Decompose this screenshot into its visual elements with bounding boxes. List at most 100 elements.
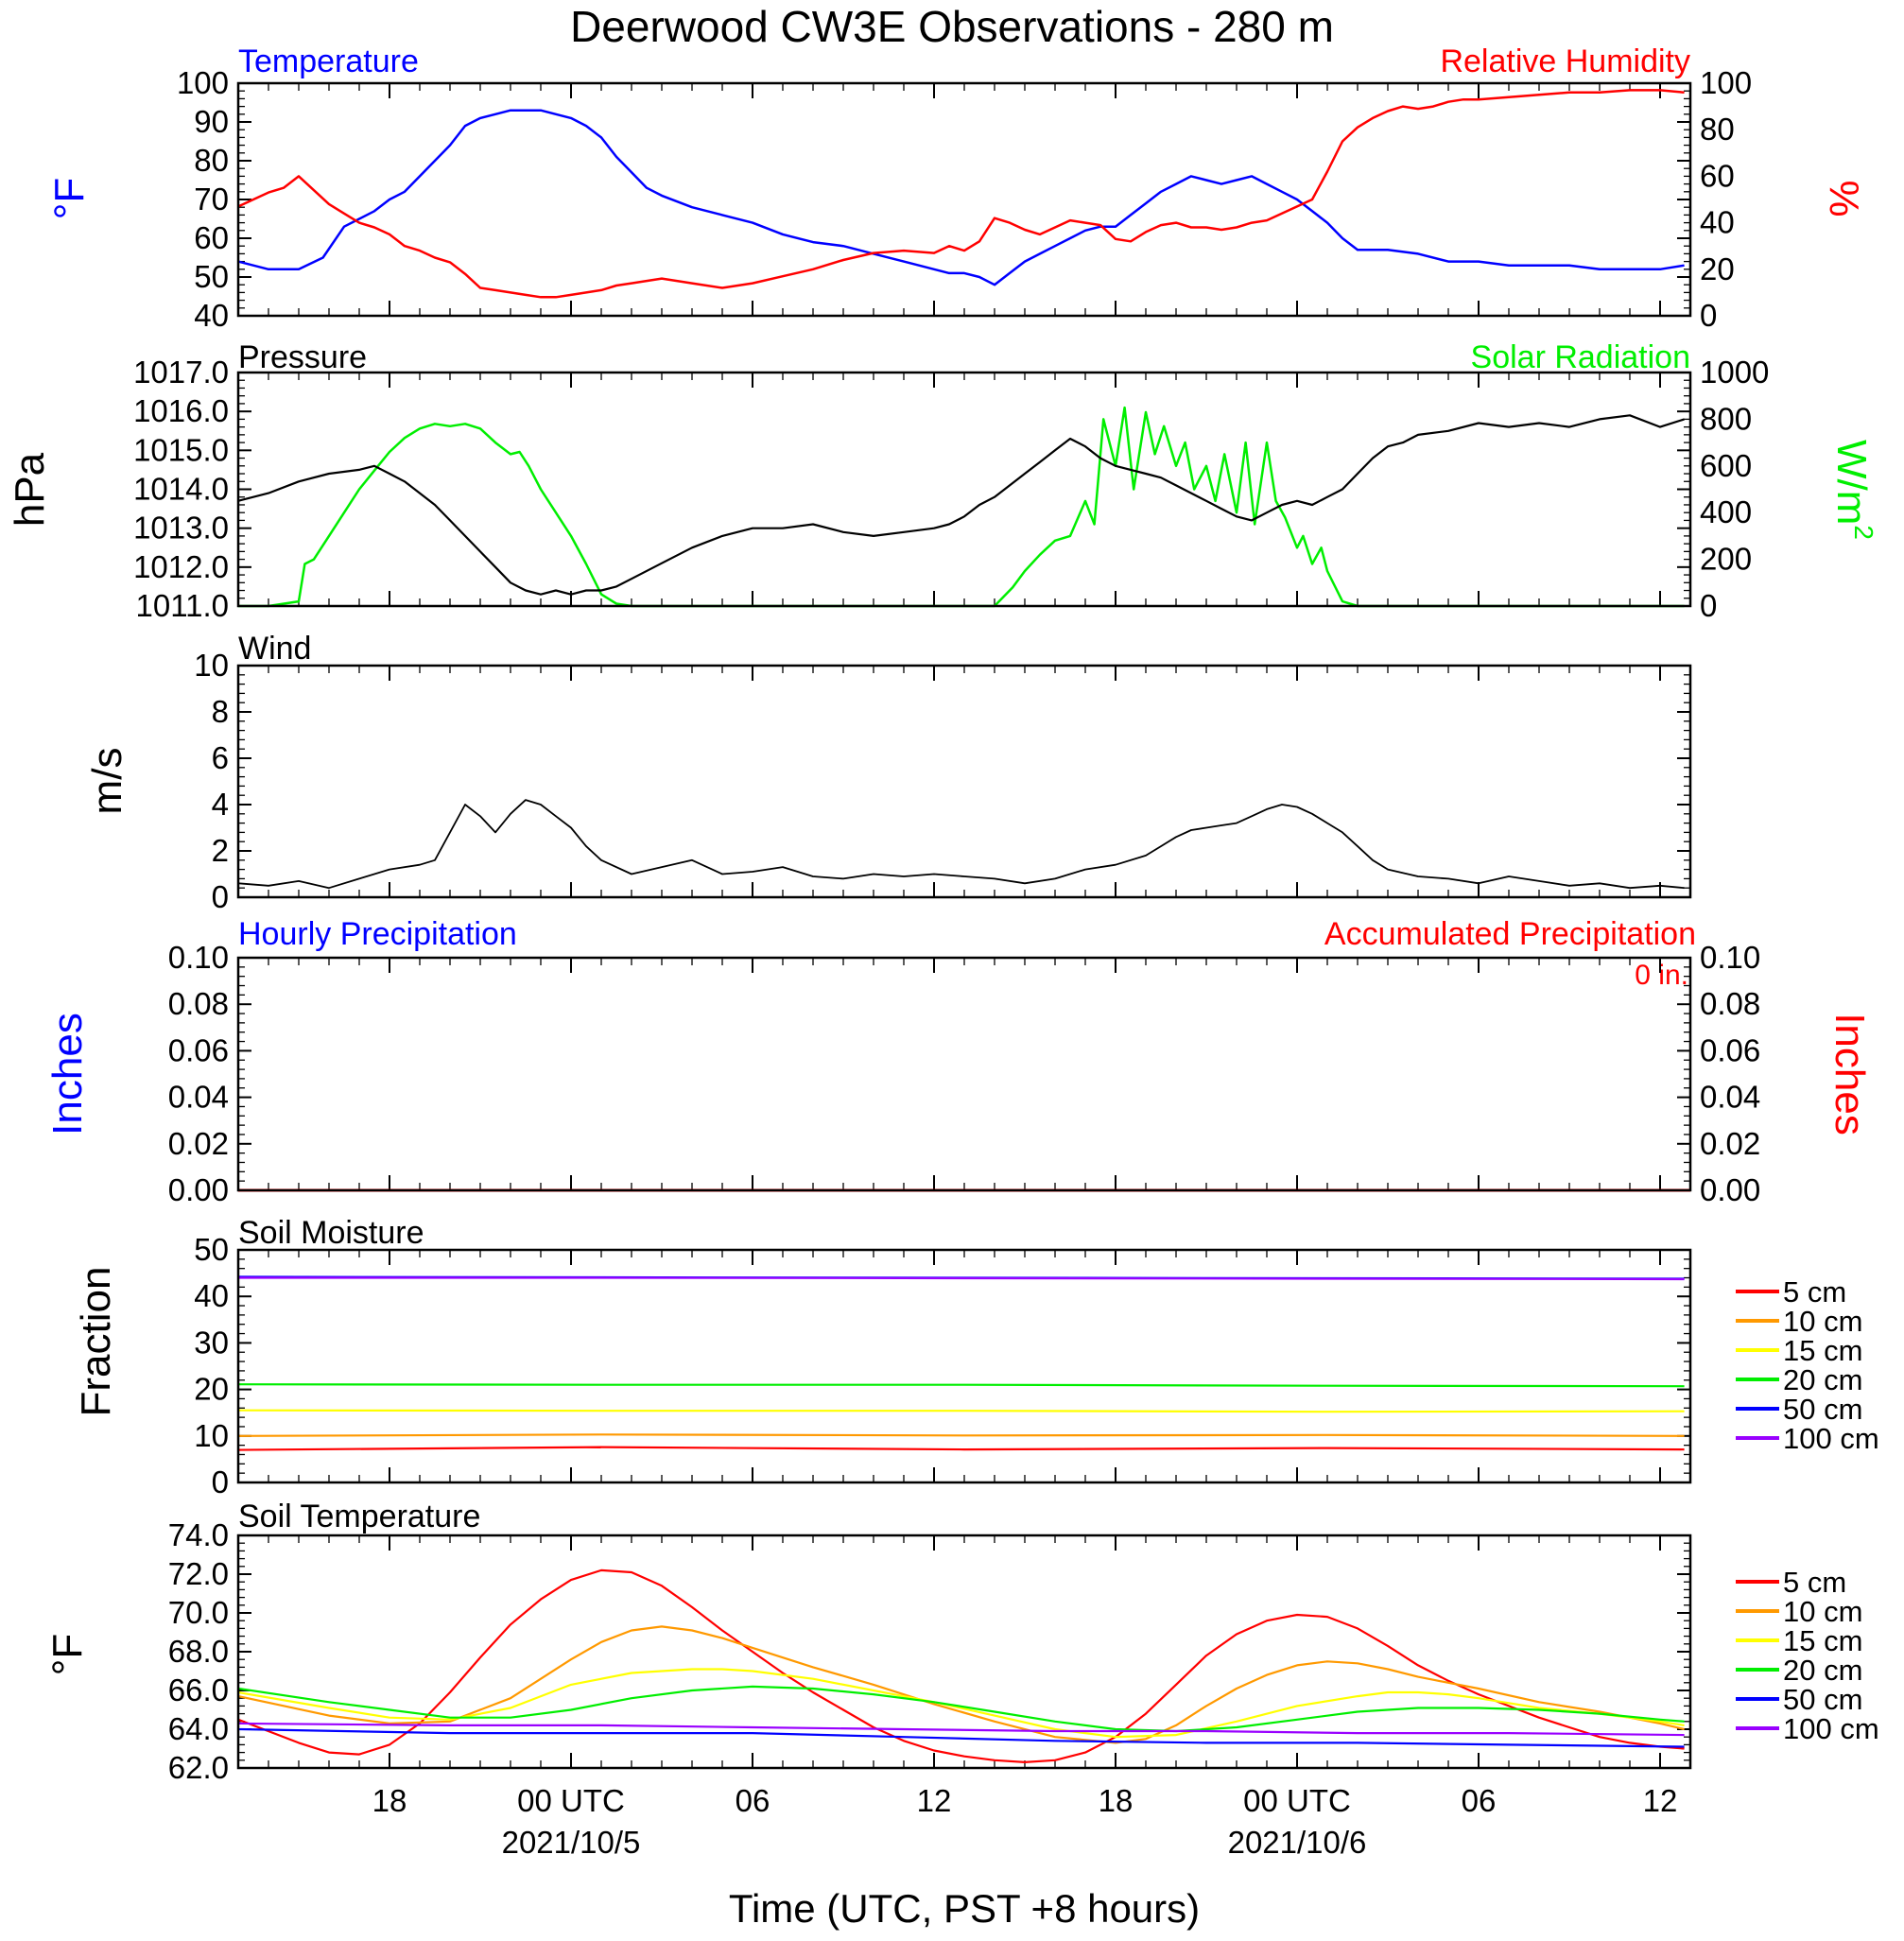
left-tick-label: 90 xyxy=(194,104,229,139)
x-tick-label: 12 xyxy=(917,1783,952,1818)
soil-moisture-ylabel: Fraction xyxy=(73,1267,119,1417)
left-tick-label: 60 xyxy=(194,220,229,255)
panel-precipitation: Hourly Precipitation Accumulated Precipi… xyxy=(44,916,1873,1207)
right-tick-label: 80 xyxy=(1700,112,1735,147)
left-tick-label: 1012.0 xyxy=(133,549,229,584)
right-tick-label: 0 xyxy=(1700,298,1717,333)
soil-temp-3-line xyxy=(237,1685,1685,1733)
left-tick-label: 4 xyxy=(212,787,229,822)
left-tick-label: 1011.0 xyxy=(136,588,229,623)
x-tick-labels: 18 00 UTC 2021/10/5 06 12 18 00 UTC 2021/10/6 06… xyxy=(372,1783,1678,1860)
soil-temp-1-line xyxy=(237,1625,1685,1744)
soil-temp-frame xyxy=(236,1534,1692,1770)
left-tick-label: 0.08 xyxy=(168,986,229,1021)
right-tick-label: 0 xyxy=(1700,588,1717,623)
soil-temp-2-line xyxy=(237,1668,1685,1739)
panel-soil-temperature: Soil Temperature °F 62.0 64.0 66.068.0 70.0… xyxy=(44,1499,1879,1860)
temp-rh-lines xyxy=(237,89,1685,299)
left-tick-label: 100 xyxy=(177,65,229,100)
x-date-label: 2021/10/5 xyxy=(502,1825,641,1860)
x-date-label: 2021/10/6 xyxy=(1228,1825,1367,1860)
legend-label: 5 cm xyxy=(1783,1566,1846,1599)
left-tick-label: 62.0 xyxy=(168,1750,229,1785)
soil-moisture-frame xyxy=(236,1248,1692,1484)
legend-label: 20 cm xyxy=(1783,1363,1862,1396)
left-tick-label: 0.02 xyxy=(168,1126,229,1161)
left-tick-label: 10 xyxy=(194,1418,229,1453)
legend-label: 5 cm xyxy=(1783,1275,1846,1308)
left-tick-label: 70 xyxy=(194,182,229,217)
left-tick-label: 1016.0 xyxy=(133,393,229,428)
left-tick-label: 0.10 xyxy=(168,940,229,975)
right-tick-label: 100 xyxy=(1700,65,1752,100)
accum-precip-total: 0 in. xyxy=(1635,960,1688,991)
left-tick-label: 6 xyxy=(212,740,229,775)
x-tick-label: 00 UTC xyxy=(1243,1783,1351,1818)
wind-axes: 0 2 4 6 8 10 xyxy=(194,648,1690,914)
soil-temp-title: Soil Temperature xyxy=(238,1499,480,1534)
solar-ylabel-sup: 2 xyxy=(1849,525,1878,540)
left-tick-label: 0 xyxy=(212,1464,229,1499)
precip-frame xyxy=(236,956,1692,1192)
x-tick-label: 18 xyxy=(372,1783,407,1818)
hourly-precip-title: Hourly Precipitation xyxy=(238,916,517,952)
right-tick-label: 0.10 xyxy=(1700,940,1760,975)
legend-label: 15 cm xyxy=(1783,1334,1862,1367)
right-tick-label: 800 xyxy=(1700,401,1752,436)
right-tick-label: 0.04 xyxy=(1700,1080,1760,1115)
left-tick-label: 66.0 xyxy=(168,1672,229,1707)
soil-moisture-title: Soil Moisture xyxy=(238,1215,424,1251)
right-tick-label: 40 xyxy=(1700,205,1735,240)
right-tick-label: 60 xyxy=(1700,158,1735,193)
pressure-ylabel: hPa xyxy=(7,452,53,527)
pressure-solar-frame xyxy=(236,371,1692,608)
left-tick-label: 0 xyxy=(212,879,229,914)
legend-label: 10 cm xyxy=(1783,1305,1862,1338)
chart-title: Deerwood CW3E Observations - 280 m xyxy=(570,2,1334,51)
legend-label: 100 cm xyxy=(1783,1422,1879,1455)
panel-wind: Wind m/s 0 2 4 6 8 10 xyxy=(84,631,1692,914)
x-tick-label: 06 xyxy=(1462,1783,1497,1818)
soil-moisture-0-line xyxy=(237,1446,1685,1451)
soil-temp-lines xyxy=(237,1568,1685,1763)
left-tick-label: 72.0 xyxy=(168,1556,229,1591)
left-tick-label: 80 xyxy=(194,143,229,178)
legend-label: 50 cm xyxy=(1783,1393,1862,1426)
wind-frame xyxy=(236,664,1692,899)
soil-moisture-3-line xyxy=(237,1383,1685,1388)
x-tick-label: 06 xyxy=(736,1783,770,1818)
soil-temp-5-line xyxy=(237,1722,1685,1737)
left-tick-label: 40 xyxy=(194,1278,229,1313)
wind-title: Wind xyxy=(238,631,311,667)
solar-ylabel: W/m2 xyxy=(1828,440,1878,540)
right-tick-label: 20 xyxy=(1700,251,1735,286)
pressure-solar-lines xyxy=(237,406,1685,608)
left-tick-label: 1015.0 xyxy=(133,432,229,467)
left-tick-label: 0.06 xyxy=(168,1032,229,1067)
legend-label: 20 cm xyxy=(1783,1654,1862,1687)
right-tick-label: 600 xyxy=(1700,448,1752,483)
wind-lines xyxy=(237,799,1685,890)
left-tick-label: 64.0 xyxy=(168,1711,229,1746)
humidity-ylabel: % xyxy=(1821,180,1867,217)
right-tick-label: 0.00 xyxy=(1700,1172,1760,1207)
left-tick-label: 8 xyxy=(212,694,229,729)
right-tick-label: 0.02 xyxy=(1700,1126,1760,1161)
left-tick-label: 1017.0 xyxy=(133,355,229,390)
left-tick-label: 40 xyxy=(194,298,229,333)
x-tick-label: 00 UTC xyxy=(517,1783,625,1818)
x-tick-label: 18 xyxy=(1099,1783,1134,1818)
soil-moisture-lines xyxy=(237,1275,1685,1451)
left-tick-label: 1014.0 xyxy=(133,472,229,507)
right-tick-label: 0.06 xyxy=(1700,1032,1760,1067)
right-tick-label: 0.08 xyxy=(1700,986,1760,1021)
wind-ylabel: m/s xyxy=(84,748,130,815)
left-tick-label: 20 xyxy=(194,1372,229,1407)
left-tick-label: 50 xyxy=(194,1232,229,1267)
left-tick-label: 10 xyxy=(194,648,229,683)
right-tick-label: 200 xyxy=(1700,542,1752,577)
soil-moisture-2-line xyxy=(237,1409,1685,1413)
